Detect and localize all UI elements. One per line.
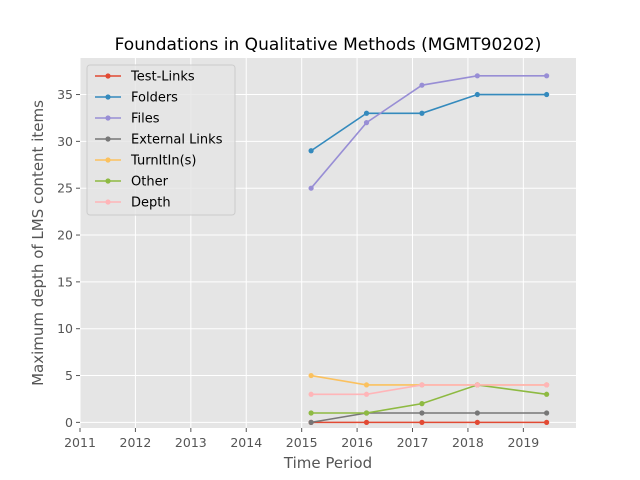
series-external-links [308,410,550,425]
legend-item-external-links: External Links [95,133,223,148]
data-point [363,382,370,388]
data-point [419,419,425,425]
legend-box [86,64,236,216]
data-point [363,391,370,397]
series-depth [308,382,550,397]
data-point [308,185,314,191]
y-axis-label: Maximum depth of LMS content items [29,100,47,386]
data-point [544,91,550,98]
series-files [308,73,550,191]
data-point [308,419,314,425]
data-point [308,391,314,397]
legend-swatch-marker [105,94,111,100]
y-tick-label: 30 [57,134,73,149]
y-tick-label: 10 [57,321,73,336]
legend-item-other: Other [95,175,169,190]
legend-label: Folders [131,91,178,106]
data-point [419,382,425,388]
data-point [544,419,550,425]
data-point [308,410,314,416]
data-point [474,382,480,388]
data-point [544,382,550,388]
y-tick-label: 35 [57,87,73,102]
chart-title: Foundations in Qualitative Methods (MGMT… [115,35,542,55]
data-point [544,410,550,416]
data-point [474,419,480,425]
data-point [419,110,425,116]
legend-item-test-links: Test-Links [95,70,195,85]
data-point [474,91,480,98]
legend-swatch-marker [105,136,111,142]
legend-item-folders: Folders [95,91,178,106]
x-tick-label: 2015 [286,435,318,450]
data-point [544,73,550,79]
legend-label: Depth [131,196,171,211]
x-axis-label: Time Period [283,454,372,472]
legend-swatch-marker [105,199,111,205]
data-point [419,82,425,88]
y-tick-label: 5 [65,368,73,383]
legend-label: TurnItIn(s) [130,154,196,169]
x-tick-label: 2013 [175,435,207,450]
legend-swatch-marker [105,73,111,79]
y-tick-label: 0 [65,415,73,430]
data-point [363,120,370,126]
x-axis-ticks: 2011 2012 2013 2014 2015 2016 2017 2018 2019 [64,428,539,450]
series-folders [308,91,550,154]
x-tick-label: 2012 [120,435,152,450]
y-tick-label: 25 [57,181,73,196]
x-tick-label: 2014 [230,435,262,450]
legend-swatch-marker [105,115,111,121]
data-point [363,419,370,425]
x-tick-label: 2017 [397,435,429,450]
data-point [544,391,550,397]
data-point [474,73,480,79]
data-point [474,410,480,416]
data-point [363,110,370,116]
x-tick-label: 2018 [452,435,484,450]
legend: Test-Links Folders Files External Links Turn… [86,64,236,216]
data-point [308,148,314,154]
y-axis-ticks: 0 5 10 15 20 25 30 35 [57,87,80,430]
x-tick-label: 2011 [64,435,96,450]
legend-items: Test-Links Folders Files External Links Turn… [95,70,223,211]
series-layer [308,73,550,425]
legend-item-files: Files [95,112,160,127]
y-tick-label: 20 [57,228,73,243]
legend-label: Other [131,175,169,190]
legend-swatch-marker [105,178,111,184]
legend-label: Files [131,112,160,127]
x-tick-label: 2016 [341,435,373,450]
data-point [419,410,425,416]
legend-item-depth: Depth [95,196,171,211]
legend-swatch-marker [105,157,111,163]
legend-label: External Links [131,133,223,148]
y-tick-label: 15 [57,274,73,289]
legend-label: Test-Links [130,70,195,85]
x-tick-label: 2019 [507,435,539,450]
data-point [308,372,314,379]
legend-item-turnitin-s: TurnItIn(s) [95,154,196,169]
data-point [419,401,425,407]
data-point [363,410,370,416]
